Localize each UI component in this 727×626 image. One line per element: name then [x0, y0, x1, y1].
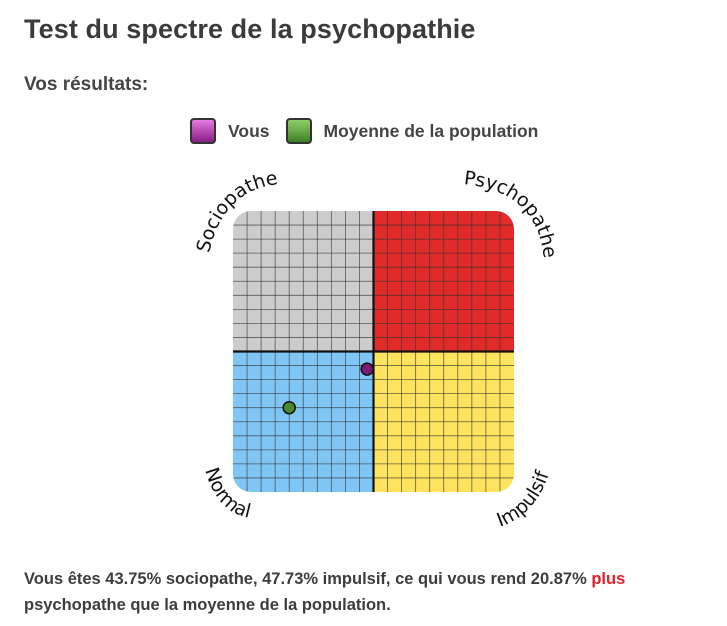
- legend-swatch-you: [190, 118, 216, 144]
- results-label: Vos résultats:: [24, 74, 149, 95]
- points-layer: [282, 362, 374, 415]
- legend: Vous Moyenne de la population: [190, 116, 554, 146]
- page-title: Test du spectre de la psychopathie: [24, 14, 476, 44]
- summary-text-start: Vous êtes 43.75% sociopathe, 47.73% impu…: [24, 570, 592, 588]
- legend-label-average: Moyenne de la population: [323, 120, 539, 141]
- legend-label-you: Vous: [228, 120, 270, 141]
- legend-item-you: Vous: [190, 118, 270, 144]
- plot-area: [233, 211, 514, 492]
- summary-highlight: plus: [591, 570, 626, 588]
- point-population-average: [282, 400, 296, 415]
- legend-item-average: Moyenne de la population: [285, 118, 539, 144]
- summary-text-end: psychopathe que la moyenne de la populat…: [24, 596, 391, 614]
- legend-swatch-average: [285, 118, 312, 144]
- result-summary: Vous êtes 43.75% sociopathe, 47.73% impu…: [24, 566, 704, 618]
- point-you: [360, 362, 374, 376]
